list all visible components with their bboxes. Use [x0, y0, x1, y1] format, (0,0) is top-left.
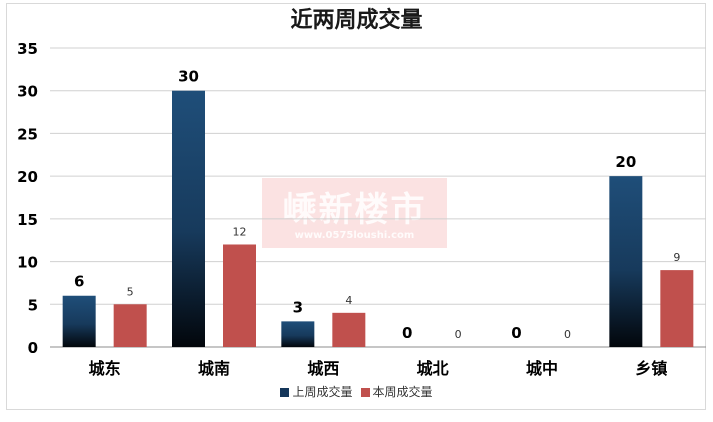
y-tick-label: 15	[17, 211, 38, 229]
x-tick-label: 城中	[526, 359, 558, 378]
x-tick-label: 城北	[417, 359, 449, 378]
data-label: 20	[615, 153, 636, 171]
data-label: 3	[293, 298, 303, 316]
x-axis: 城东 城南 城西 城北 城中 乡镇	[89, 359, 668, 378]
data-label: 0	[511, 324, 521, 342]
bar-this-week	[660, 270, 694, 347]
y-axis: 0 5 10 15 20 25 30 35	[17, 40, 38, 357]
data-label: 9	[673, 251, 680, 264]
legend-label: 上周成交量	[292, 385, 353, 399]
y-tick-label: 20	[17, 168, 38, 186]
legend: 上周成交量 本周成交量	[0, 383, 713, 400]
legend-swatch	[360, 388, 370, 397]
bar-last-week	[281, 321, 315, 347]
x-tick-label: 城东	[89, 359, 121, 378]
watermark-text: 嵊新楼市	[282, 190, 427, 230]
data-label: 4	[345, 294, 352, 307]
data-label: 12	[233, 225, 247, 238]
watermark-logo: 嵊新楼市 www.0575loushi.com	[262, 178, 447, 248]
data-label: 5	[127, 285, 134, 298]
data-label: 6	[74, 273, 84, 291]
y-tick-label: 25	[17, 125, 38, 143]
gridlines	[50, 47, 706, 348]
bar-last-week	[172, 90, 205, 347]
data-label: 30	[178, 68, 199, 86]
bars	[62, 90, 694, 347]
legend-item: 本周成交量	[360, 383, 433, 400]
data-labels: 6 5 30 12 3 4 0 0 0 0 20 9	[74, 68, 680, 342]
x-tick-label: 城南	[198, 359, 230, 378]
data-label: 0	[564, 328, 571, 341]
y-tick-label: 0	[28, 339, 38, 357]
bar-this-week	[113, 304, 147, 347]
x-tick-label: 城西	[307, 359, 339, 378]
data-label: 0	[402, 324, 412, 342]
bar-this-week	[223, 244, 256, 347]
y-tick-label: 30	[17, 83, 38, 101]
bar-this-week	[332, 312, 366, 347]
bar-last-week	[609, 176, 643, 347]
legend-item: 上周成交量	[280, 383, 353, 400]
legend-swatch	[280, 388, 290, 397]
y-tick-label: 35	[17, 40, 38, 58]
legend-label: 本周成交量	[372, 385, 433, 399]
watermark-url: www.0575loushi.com	[294, 230, 415, 241]
y-tick-label: 5	[28, 296, 38, 314]
y-tick-label: 10	[17, 254, 38, 272]
chart-title: 近两周成交量	[290, 8, 423, 33]
x-tick-label: 乡镇	[635, 359, 667, 378]
data-label: 0	[455, 328, 462, 341]
bar-last-week	[62, 295, 96, 347]
